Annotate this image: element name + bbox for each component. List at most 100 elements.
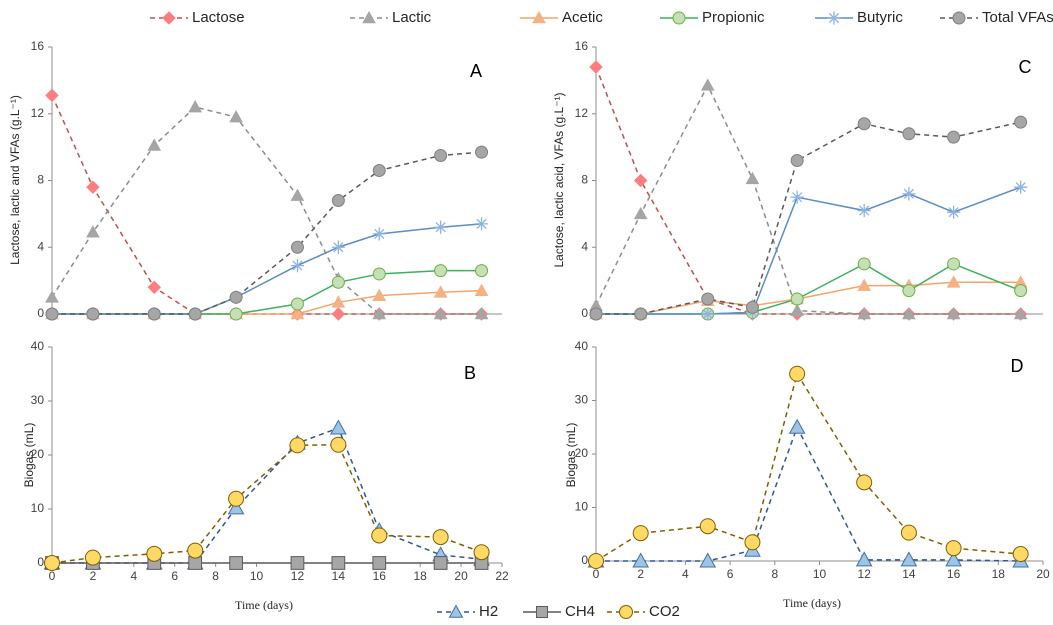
data-point	[857, 257, 871, 271]
data-point	[1013, 306, 1028, 320]
x-tick-label: 10	[250, 569, 264, 583]
data-point	[902, 284, 916, 298]
panel-letter: D	[1011, 356, 1024, 376]
data-point	[946, 275, 961, 288]
data-point	[700, 78, 715, 91]
x-tick-label: 14	[332, 569, 346, 583]
series-line	[52, 427, 482, 564]
y-tick-label: 40	[31, 339, 45, 353]
data-point	[475, 145, 489, 159]
y-tick-label: 16	[575, 39, 589, 53]
legend-label: Total VFAs	[982, 9, 1053, 26]
data-point	[187, 542, 204, 559]
data-point	[902, 306, 916, 320]
data-point	[945, 540, 962, 557]
y-tick-label: 40	[575, 339, 589, 353]
y-tick-label: 8	[581, 173, 588, 187]
data-point	[229, 110, 243, 123]
data-point	[45, 290, 59, 303]
data-point	[147, 138, 162, 151]
data-point	[290, 306, 305, 320]
data-point	[227, 499, 245, 515]
legend-label: CH4	[565, 603, 595, 620]
x-tick-label: 18	[992, 567, 1006, 581]
data-point	[290, 240, 304, 254]
x-axis-label: Time (days)	[235, 598, 293, 612]
legend-marker	[827, 11, 841, 25]
series-line	[52, 223, 482, 315]
x-tick-label: 22	[495, 569, 509, 583]
panel-letter: C	[1019, 57, 1032, 77]
x-tick-label: 0	[49, 569, 56, 583]
y-tick-label: 4	[37, 239, 44, 253]
series-line	[52, 289, 482, 315]
x-tick-label: 0	[593, 567, 600, 581]
data-point	[633, 173, 648, 188]
data-point	[855, 551, 873, 567]
data-point	[902, 187, 916, 201]
data-point	[634, 307, 648, 321]
legend-label: CO2	[649, 603, 680, 620]
data-point	[790, 303, 804, 316]
series-line	[51, 106, 482, 315]
data-point	[745, 171, 760, 185]
data-point	[745, 300, 759, 314]
panel-letter: B	[464, 363, 476, 383]
data-point	[188, 100, 203, 113]
series-line	[595, 371, 1021, 562]
x-tick-label: 12	[858, 567, 872, 581]
x-tick-label: 4	[130, 569, 137, 583]
data-point	[701, 307, 715, 321]
x-tick-label: 10	[813, 567, 827, 581]
data-point	[147, 307, 161, 321]
y-tick-label: 8	[37, 173, 44, 187]
y-tick-label: 0	[37, 306, 44, 320]
legend-label: Butyric	[857, 9, 903, 26]
data-point	[146, 545, 163, 562]
data-point	[857, 203, 871, 218]
data-point	[699, 552, 717, 568]
data-point	[857, 306, 872, 320]
data-point	[372, 163, 386, 177]
series-line	[52, 269, 482, 315]
y-tick-label: 12	[575, 106, 589, 120]
data-point	[228, 490, 245, 507]
y-tick-label: 16	[31, 39, 45, 53]
data-point	[331, 295, 346, 308]
data-point	[902, 127, 916, 141]
series-line	[596, 121, 1021, 315]
y-tick-label: 0	[37, 555, 44, 569]
data-point	[857, 117, 871, 131]
data-point	[45, 88, 59, 103]
data-point	[946, 306, 961, 320]
y-tick-label: 4	[581, 239, 588, 253]
x-axis-label: Time (days)	[783, 596, 841, 610]
data-point	[372, 288, 387, 301]
legend-label: Acetic	[562, 9, 603, 26]
data-point	[331, 275, 345, 289]
data-point	[45, 307, 59, 321]
data-point	[1014, 284, 1028, 298]
data-point	[744, 534, 761, 551]
series-line	[596, 263, 1021, 315]
data-point	[290, 297, 304, 311]
legend-label: Propionic	[702, 9, 765, 26]
data-point	[790, 153, 804, 167]
data-point	[945, 551, 962, 567]
legend-marker	[448, 604, 464, 618]
data-point	[290, 188, 305, 201]
x-tick-label: 20	[454, 569, 468, 583]
data-point	[900, 524, 917, 541]
data-point	[788, 418, 806, 434]
data-point	[1014, 180, 1028, 194]
data-point	[372, 306, 387, 320]
data-point	[372, 556, 387, 570]
data-point	[434, 148, 448, 162]
data-point	[229, 556, 243, 570]
y-tick-label: 30	[31, 393, 45, 407]
data-point	[84, 549, 101, 566]
data-point	[331, 556, 346, 570]
y-tick-label: 12	[31, 106, 45, 120]
y-tick-label: 30	[575, 393, 589, 407]
x-tick-label: 8	[771, 567, 778, 581]
